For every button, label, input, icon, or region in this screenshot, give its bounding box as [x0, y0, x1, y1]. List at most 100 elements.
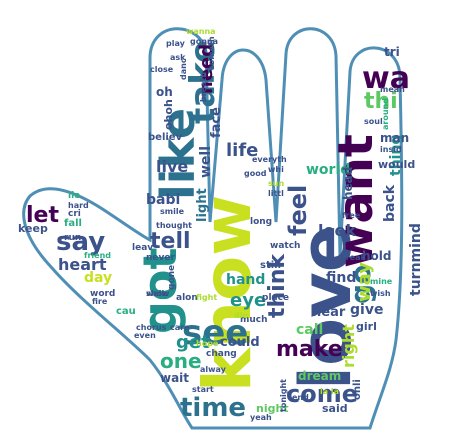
word-well: well: [198, 146, 214, 178]
word-even: even: [134, 331, 156, 340]
word-wa: wa: [362, 61, 410, 96]
word-gonna: gonna: [190, 37, 218, 46]
word-mine: mine: [370, 277, 393, 286]
word-eye: eye: [230, 290, 266, 311]
word-way: way: [354, 262, 375, 302]
word-mean: mean: [380, 85, 405, 94]
word-time: time: [180, 393, 246, 423]
word-wanna: wanna: [186, 27, 216, 36]
word-alon: alon: [176, 293, 198, 303]
word-smile: smile: [160, 207, 185, 216]
word-tell: tell: [150, 229, 191, 254]
word-would: would: [378, 158, 415, 171]
word-night: night: [256, 402, 289, 415]
word-right: right: [339, 324, 358, 368]
word-said: said: [322, 402, 348, 415]
word-think: think: [265, 253, 290, 318]
word-stand: stand: [318, 257, 347, 267]
word-got: got: [133, 247, 187, 334]
word-close: close: [150, 65, 174, 74]
word-place: place: [262, 293, 289, 303]
word-could: could: [220, 335, 260, 350]
word-end: end: [292, 393, 309, 402]
word-tri: tri: [384, 45, 400, 59]
word-head: head: [341, 167, 355, 200]
word-danc: danc: [179, 58, 188, 80]
word-go: go: [344, 265, 377, 304]
word-good: good: [244, 169, 267, 178]
word-give: give: [350, 302, 383, 318]
word-whi: whi: [268, 165, 284, 174]
word-everyth: everyth: [252, 155, 287, 164]
word-leav: leav: [132, 243, 153, 253]
word-want: want: [328, 134, 384, 268]
word-wait: wait: [160, 371, 189, 385]
hand-outline: [22, 27, 404, 430]
word-man: man: [380, 131, 409, 145]
word-friend: friend: [84, 251, 111, 260]
word-take: take: [183, 40, 223, 124]
word-oh: oh: [156, 85, 173, 99]
word-one: one: [160, 349, 202, 373]
word-around: around: [381, 98, 390, 130]
word-turnmind: turnmind: [408, 223, 424, 296]
word-feel: feel: [284, 185, 312, 236]
word-hold: hold: [362, 249, 392, 263]
word-hope: hope: [196, 339, 219, 348]
word-keep: keep: [18, 222, 48, 235]
word-girl: girl: [356, 320, 377, 333]
word-thing: thing: [388, 135, 404, 176]
word-find: find: [326, 270, 356, 286]
word-dream: dream: [298, 369, 341, 383]
word-heart: heart: [58, 255, 107, 274]
word-need: need: [196, 44, 217, 94]
word-know: know: [189, 195, 266, 392]
word-world: world: [306, 162, 350, 178]
word-show: show: [146, 289, 170, 298]
word-cri: cri: [68, 209, 81, 219]
word-long: long: [250, 217, 272, 227]
word-die: die: [234, 311, 248, 320]
word-ohoh: ohoh: [162, 99, 175, 130]
word-babi: babi: [146, 192, 180, 208]
word-insid: insid: [380, 145, 402, 154]
word-tonight: tonight: [279, 379, 288, 412]
word-look: look: [318, 221, 356, 240]
word-break: break: [340, 253, 366, 262]
word-onli: onli: [352, 379, 363, 400]
word-wish: wish: [370, 289, 391, 298]
word-thi: thi: [364, 89, 398, 114]
word-run: run: [64, 233, 81, 243]
word-love: love: [285, 225, 367, 390]
word-free: free: [342, 211, 361, 220]
word-believ: believ: [148, 132, 183, 143]
word-sun: sun: [268, 179, 284, 188]
word-fall: fall: [64, 218, 82, 229]
word-cau: cau: [116, 306, 136, 317]
word-live: live: [156, 157, 188, 176]
word-let: let: [26, 203, 59, 228]
word-chorus: chorus: [136, 323, 167, 332]
word-get: get: [176, 332, 210, 353]
word-alway: alway: [200, 365, 227, 374]
word-make: make: [276, 337, 343, 362]
word-hand: hand: [226, 272, 265, 288]
word-breath: breath: [199, 72, 208, 102]
word-gone: gone: [167, 265, 177, 290]
word-word: word: [90, 289, 115, 299]
word-much: much: [240, 315, 268, 325]
word-like: like: [151, 108, 205, 200]
word-hear: hear: [312, 305, 346, 320]
word-care: care: [170, 323, 190, 332]
word-ask: ask: [170, 53, 186, 62]
word-thought: thought: [156, 221, 192, 230]
word-hard: hard: [68, 201, 89, 210]
word-life: life: [226, 140, 258, 161]
word-la-la: la la: [320, 387, 339, 396]
word-never: never: [146, 253, 175, 263]
word-see: see: [182, 313, 248, 353]
word-come: come: [286, 380, 358, 408]
word-layer: know love want got like see take wa say …: [18, 27, 424, 423]
word-yeah: yeah: [250, 413, 272, 422]
